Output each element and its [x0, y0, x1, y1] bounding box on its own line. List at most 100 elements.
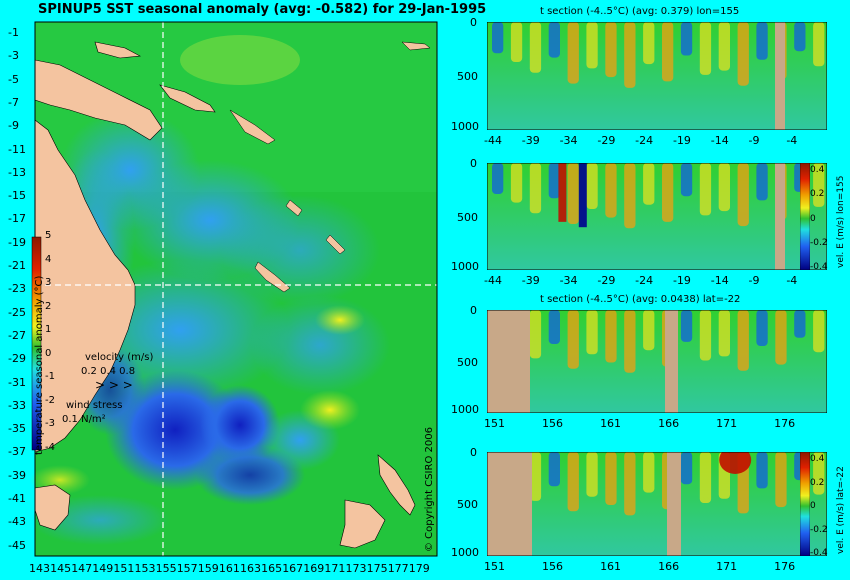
- lat-tick: -19: [8, 235, 26, 249]
- panel-x-tick: -34: [559, 134, 578, 147]
- lat-tick: -37: [8, 445, 26, 459]
- colorbar-tick: 0: [45, 347, 52, 359]
- lon-tick: 143: [29, 562, 50, 575]
- panel-y-tick: 1000: [451, 403, 479, 416]
- colorbar-tick: 2: [45, 300, 52, 312]
- section-plot-p3: [487, 310, 827, 413]
- lon-tick: 165: [261, 562, 283, 575]
- lat-tick: -35: [8, 422, 26, 436]
- panel-colorbar-tick: 0.2: [810, 189, 825, 200]
- panel-x-tick: -29: [597, 134, 616, 147]
- panel-x-tick: 161: [600, 417, 622, 430]
- lon-tick: 173: [345, 562, 367, 575]
- lat-tick: -5: [8, 72, 19, 86]
- panel-colorbar-tick: -0.2: [810, 524, 828, 535]
- colorbar-label: temperature seasonal anomaly (°C): [34, 275, 45, 455]
- panel-x-tick: -24: [635, 274, 654, 287]
- panel-side-label: vel. E (m/s) lon=155: [836, 175, 846, 268]
- panel-x-tick: -14: [710, 134, 729, 147]
- lon-tick: 169: [303, 562, 325, 575]
- panel-x-tick: 151: [484, 417, 505, 430]
- panel-x-tick: -14: [710, 274, 729, 287]
- lat-tick: -17: [8, 212, 26, 226]
- new-guinea: [34, 59, 163, 141]
- panel-x-tick: -19: [672, 274, 691, 287]
- lon-tick: 167: [282, 562, 304, 575]
- wind-scale: 0.1 N/m²: [62, 414, 106, 425]
- panel-x-tick: -19: [672, 134, 691, 147]
- lat-tick: -39: [8, 468, 26, 482]
- section-plot-p4: [487, 452, 827, 556]
- panel-y-tick: 0: [470, 304, 477, 317]
- panel-x-tick: 176: [774, 417, 796, 430]
- new-zealand: [377, 454, 416, 516]
- panel-x-tick: 156: [542, 560, 564, 573]
- panel-x-tick: 151: [484, 560, 505, 573]
- lon-tick: 153: [134, 562, 156, 575]
- wind-label: wind stress: [66, 400, 123, 411]
- panel-colorbar: [800, 163, 810, 270]
- colorbar-tick: 4: [45, 253, 52, 265]
- colorbar-tick: -1: [45, 371, 55, 382]
- lon-tick: 157: [176, 562, 198, 575]
- panel-x-tick: 166: [658, 417, 680, 430]
- lon-tick: 171: [324, 562, 346, 575]
- colorbar-tick: 5: [45, 230, 52, 241]
- panel-y-tick: 500: [457, 355, 478, 369]
- colorbar-tick: -3: [45, 418, 55, 429]
- lat-tick: -27: [8, 328, 26, 342]
- lon-tick: 151: [113, 562, 135, 575]
- lat-tick: -23: [8, 282, 26, 296]
- panel-x-tick: -39: [521, 134, 540, 147]
- panel-colorbar-tick: 0.2: [810, 477, 825, 488]
- panel-x-tick: -34: [559, 274, 578, 287]
- lon-tick: 155: [155, 562, 177, 575]
- panel-y-tick: 0: [470, 446, 477, 459]
- map-colorbar: [31, 236, 42, 451]
- panel-y-tick: 1000: [451, 260, 479, 273]
- panel-y-tick: 0: [470, 157, 477, 170]
- lat-tick: -25: [8, 305, 26, 319]
- panel-x-tick: -9: [748, 134, 760, 147]
- lat-tick: -11: [8, 142, 26, 156]
- warm-anomaly: [315, 305, 365, 335]
- panel-x-tick: 171: [716, 560, 738, 573]
- colorbar-tick: 1: [45, 324, 52, 335]
- lat-tick: -3: [8, 49, 19, 63]
- australia: [34, 119, 136, 453]
- panel-x-tick: 161: [600, 560, 622, 573]
- lon-tick: 177: [387, 562, 409, 575]
- panel-colorbar-tick: -0.2: [810, 237, 828, 248]
- panel-x-tick: -44: [484, 134, 502, 147]
- lon-tick: 147: [71, 562, 93, 575]
- panel-y-tick: 1000: [451, 120, 479, 133]
- panel-colorbar: [800, 452, 810, 556]
- lat-tick: -31: [8, 375, 26, 389]
- velocity-scale: 0.2 0.4 0.8: [81, 366, 136, 377]
- lat-tick: -43: [8, 515, 26, 529]
- panel-x-tick: -4: [786, 274, 798, 287]
- section-plot-p2: [487, 163, 827, 270]
- panel-colorbar-tick: 0: [810, 501, 816, 511]
- panel-y-tick: 500: [457, 498, 478, 511]
- section-plot-p1: [487, 22, 827, 130]
- panel-title: t section (-4..5°C) (avg: 0.379) lon=155: [540, 6, 740, 17]
- lat-tick: -45: [8, 538, 26, 552]
- lat-tick: -41: [8, 492, 26, 505]
- copyright: © Copyright CSIRO 2006: [424, 427, 435, 552]
- panel-y-tick: 500: [457, 70, 478, 83]
- panel-side-label: vel. E (m/s) lat=-22: [836, 466, 846, 554]
- panel-colorbar-tick: -0.4: [810, 262, 828, 272]
- lat-tick: -33: [8, 398, 26, 412]
- map-title: SPINUP5 SST seasonal anomaly (avg: -0.58…: [38, 2, 487, 17]
- panel-colorbar-tick: 0.4: [810, 165, 825, 175]
- panel-colorbar-tick: -0.4: [810, 548, 828, 558]
- lon-tick: 145: [50, 562, 72, 575]
- lat-tick: -21: [8, 259, 26, 272]
- panel-x-tick: -29: [597, 274, 616, 287]
- panel-y-tick: 1000: [451, 546, 479, 559]
- sst-map: [30, 21, 438, 557]
- panel-x-tick: -39: [521, 274, 540, 287]
- colorbar-tick: 3: [45, 277, 52, 288]
- panel-y-tick: 0: [470, 16, 477, 29]
